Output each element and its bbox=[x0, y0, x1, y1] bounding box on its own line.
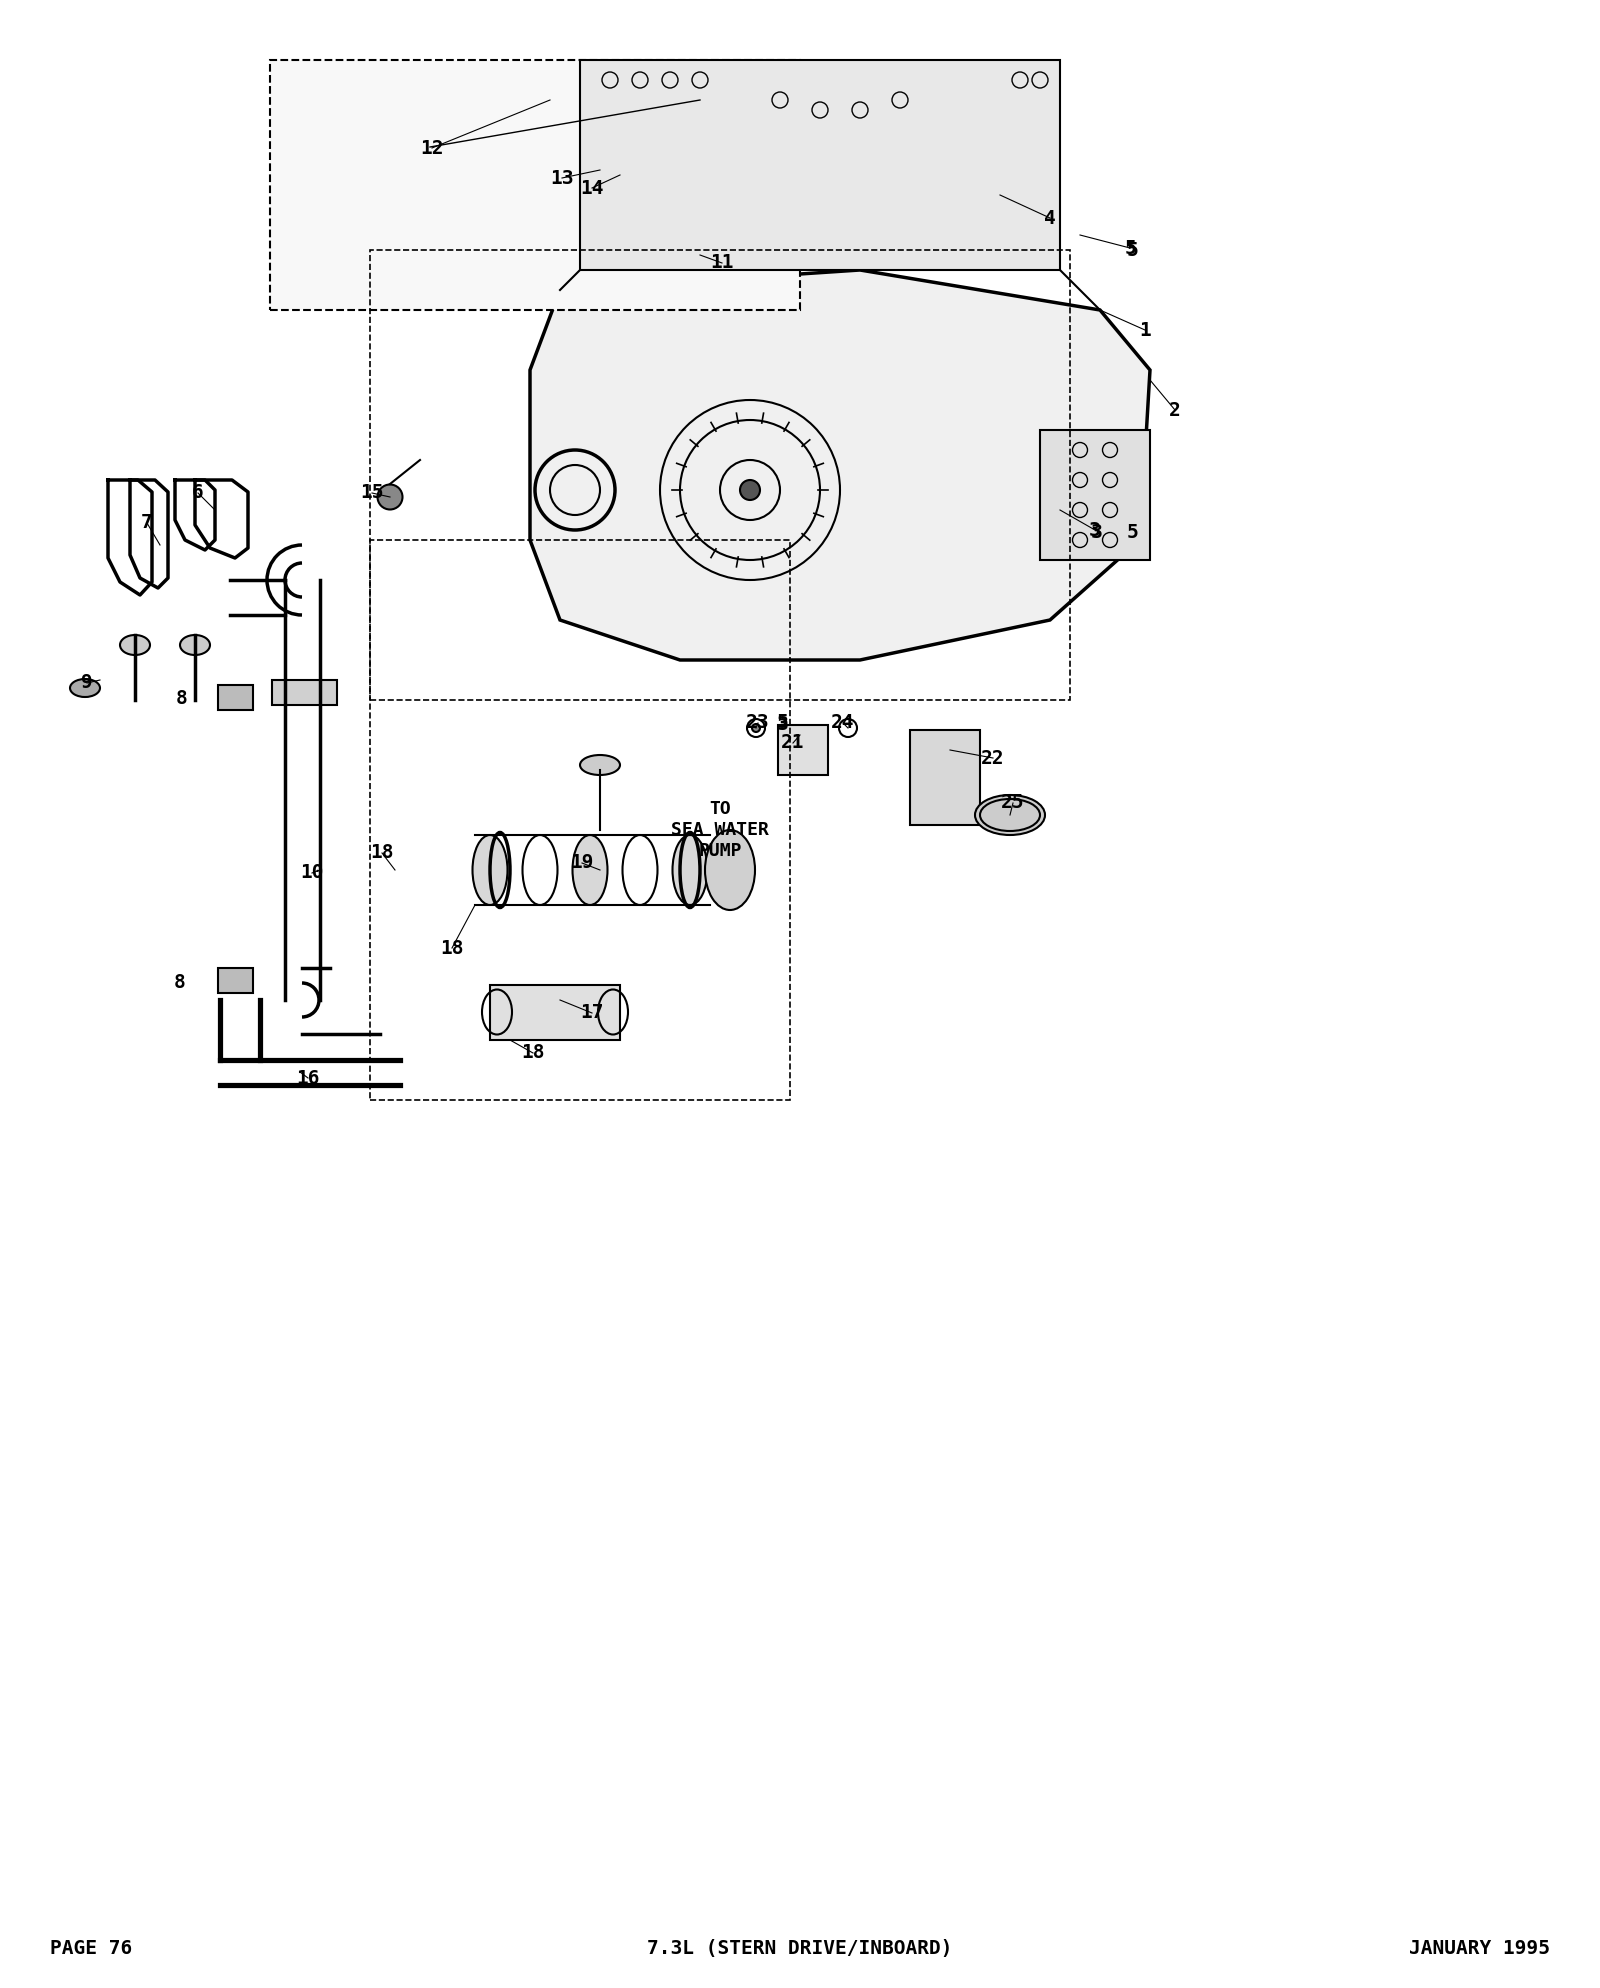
Text: 21: 21 bbox=[781, 734, 805, 753]
Ellipse shape bbox=[472, 835, 507, 905]
Text: 5: 5 bbox=[1126, 241, 1138, 260]
Ellipse shape bbox=[974, 795, 1045, 835]
Text: 22: 22 bbox=[981, 749, 1005, 767]
Ellipse shape bbox=[181, 634, 210, 654]
Ellipse shape bbox=[120, 634, 150, 654]
Text: 3: 3 bbox=[778, 716, 789, 734]
Bar bbox=[910, 730, 979, 825]
Text: 12: 12 bbox=[421, 139, 443, 157]
Bar bbox=[370, 250, 1070, 700]
Bar bbox=[370, 541, 790, 1099]
Text: 8: 8 bbox=[176, 688, 187, 708]
Bar bbox=[270, 60, 800, 310]
Text: 3: 3 bbox=[1091, 523, 1102, 543]
Text: 8: 8 bbox=[174, 974, 186, 992]
Text: 4: 4 bbox=[1045, 209, 1056, 227]
Text: 6: 6 bbox=[192, 483, 203, 503]
Text: JANUARY 1995: JANUARY 1995 bbox=[1410, 1938, 1550, 1958]
Text: 18: 18 bbox=[370, 843, 394, 863]
Ellipse shape bbox=[378, 485, 403, 509]
Text: 9: 9 bbox=[82, 674, 93, 692]
Text: 10: 10 bbox=[301, 863, 323, 883]
Text: 16: 16 bbox=[296, 1068, 320, 1087]
Text: 17: 17 bbox=[581, 1004, 603, 1022]
Text: 15: 15 bbox=[360, 483, 384, 503]
Bar bbox=[218, 968, 253, 992]
Text: 7.3L (STERN DRIVE/INBOARD): 7.3L (STERN DRIVE/INBOARD) bbox=[648, 1938, 952, 1958]
Bar bbox=[272, 680, 338, 706]
Text: 18: 18 bbox=[522, 1044, 544, 1062]
Ellipse shape bbox=[741, 479, 760, 501]
Text: 1: 1 bbox=[1139, 320, 1150, 340]
Polygon shape bbox=[581, 60, 1059, 270]
Ellipse shape bbox=[70, 680, 101, 698]
Ellipse shape bbox=[581, 755, 621, 775]
Text: 13: 13 bbox=[550, 169, 574, 187]
Polygon shape bbox=[530, 270, 1150, 660]
Text: 5: 5 bbox=[1125, 239, 1136, 258]
Text: 11: 11 bbox=[710, 254, 734, 272]
Bar bbox=[490, 984, 621, 1040]
Ellipse shape bbox=[573, 835, 608, 905]
Text: 5: 5 bbox=[776, 712, 787, 732]
Text: PAGE 76: PAGE 76 bbox=[50, 1938, 133, 1958]
Text: 25: 25 bbox=[1002, 793, 1024, 813]
Ellipse shape bbox=[706, 831, 755, 911]
Text: 24: 24 bbox=[832, 714, 854, 732]
Ellipse shape bbox=[752, 724, 760, 732]
Bar bbox=[218, 686, 253, 710]
Text: 18: 18 bbox=[440, 938, 464, 958]
Bar bbox=[778, 726, 829, 775]
Text: 7: 7 bbox=[141, 513, 154, 533]
Text: 19: 19 bbox=[570, 853, 594, 873]
Text: 5: 5 bbox=[1126, 523, 1138, 541]
Text: 2: 2 bbox=[1170, 400, 1181, 419]
Text: 14: 14 bbox=[581, 179, 603, 197]
Ellipse shape bbox=[672, 835, 707, 905]
Text: 23: 23 bbox=[746, 714, 770, 732]
Bar bbox=[1040, 429, 1150, 561]
Text: TO
SEA WATER
PUMP: TO SEA WATER PUMP bbox=[670, 801, 770, 859]
Text: 3: 3 bbox=[1090, 521, 1101, 539]
